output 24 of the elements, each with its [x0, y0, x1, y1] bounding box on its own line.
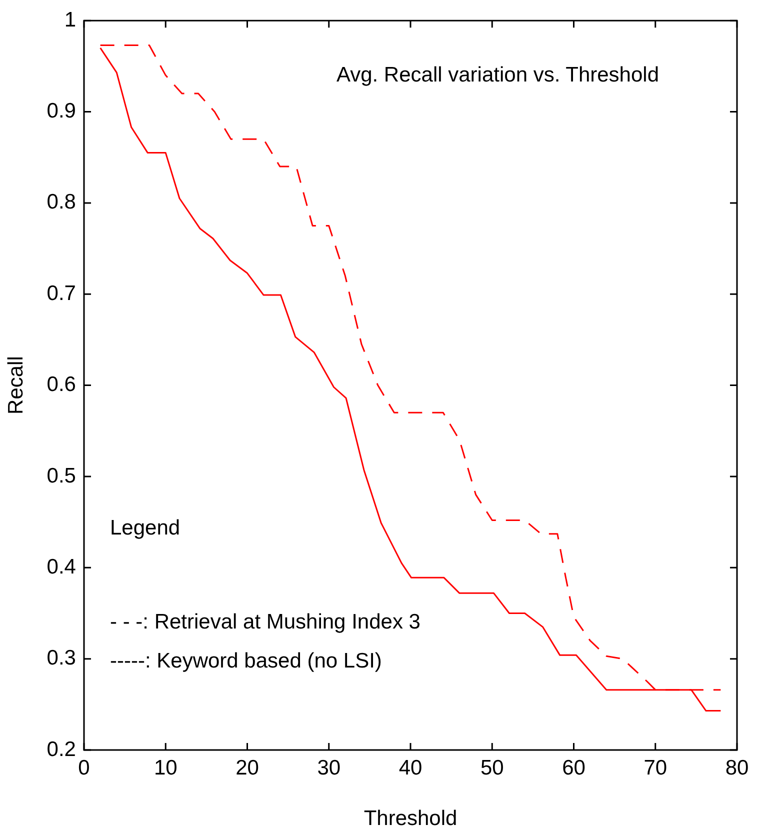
x-tick-label: 80: [725, 756, 749, 780]
y-axis-title: Recall: [4, 356, 28, 414]
y-tick-label: 0.6: [46, 373, 76, 396]
annotation: -----: Keyword based (no LSI): [110, 649, 382, 672]
x-axis-title: Threshold: [364, 807, 458, 830]
y-tick-label: 0.4: [46, 555, 76, 578]
y-tick-label: 0.9: [46, 100, 76, 123]
x-tick-label: 50: [480, 756, 504, 780]
annotation: Legend: [110, 516, 180, 540]
y-tick-label: 0.3: [46, 646, 76, 670]
x-tick-label: 0: [78, 756, 90, 780]
x-tick-label: 10: [154, 756, 178, 780]
y-tick-label: 0.8: [46, 190, 76, 214]
annotation: - - -: Retrieval at Mushing Index 3: [110, 610, 420, 634]
y-tick-label: 0.2: [46, 738, 76, 761]
y-tick-label: 1: [64, 8, 76, 32]
y-tick-label: 0.5: [46, 464, 76, 488]
y-tick-label: 0.7: [46, 282, 76, 305]
x-tick-label: 70: [644, 756, 668, 780]
x-tick-label: 60: [562, 756, 586, 780]
x-tick-label: 30: [317, 756, 341, 780]
x-tick-label: 20: [236, 756, 259, 780]
text: Avg. Recall variation vs. Threshold: [336, 63, 659, 86]
x-tick-label: 40: [398, 756, 422, 780]
